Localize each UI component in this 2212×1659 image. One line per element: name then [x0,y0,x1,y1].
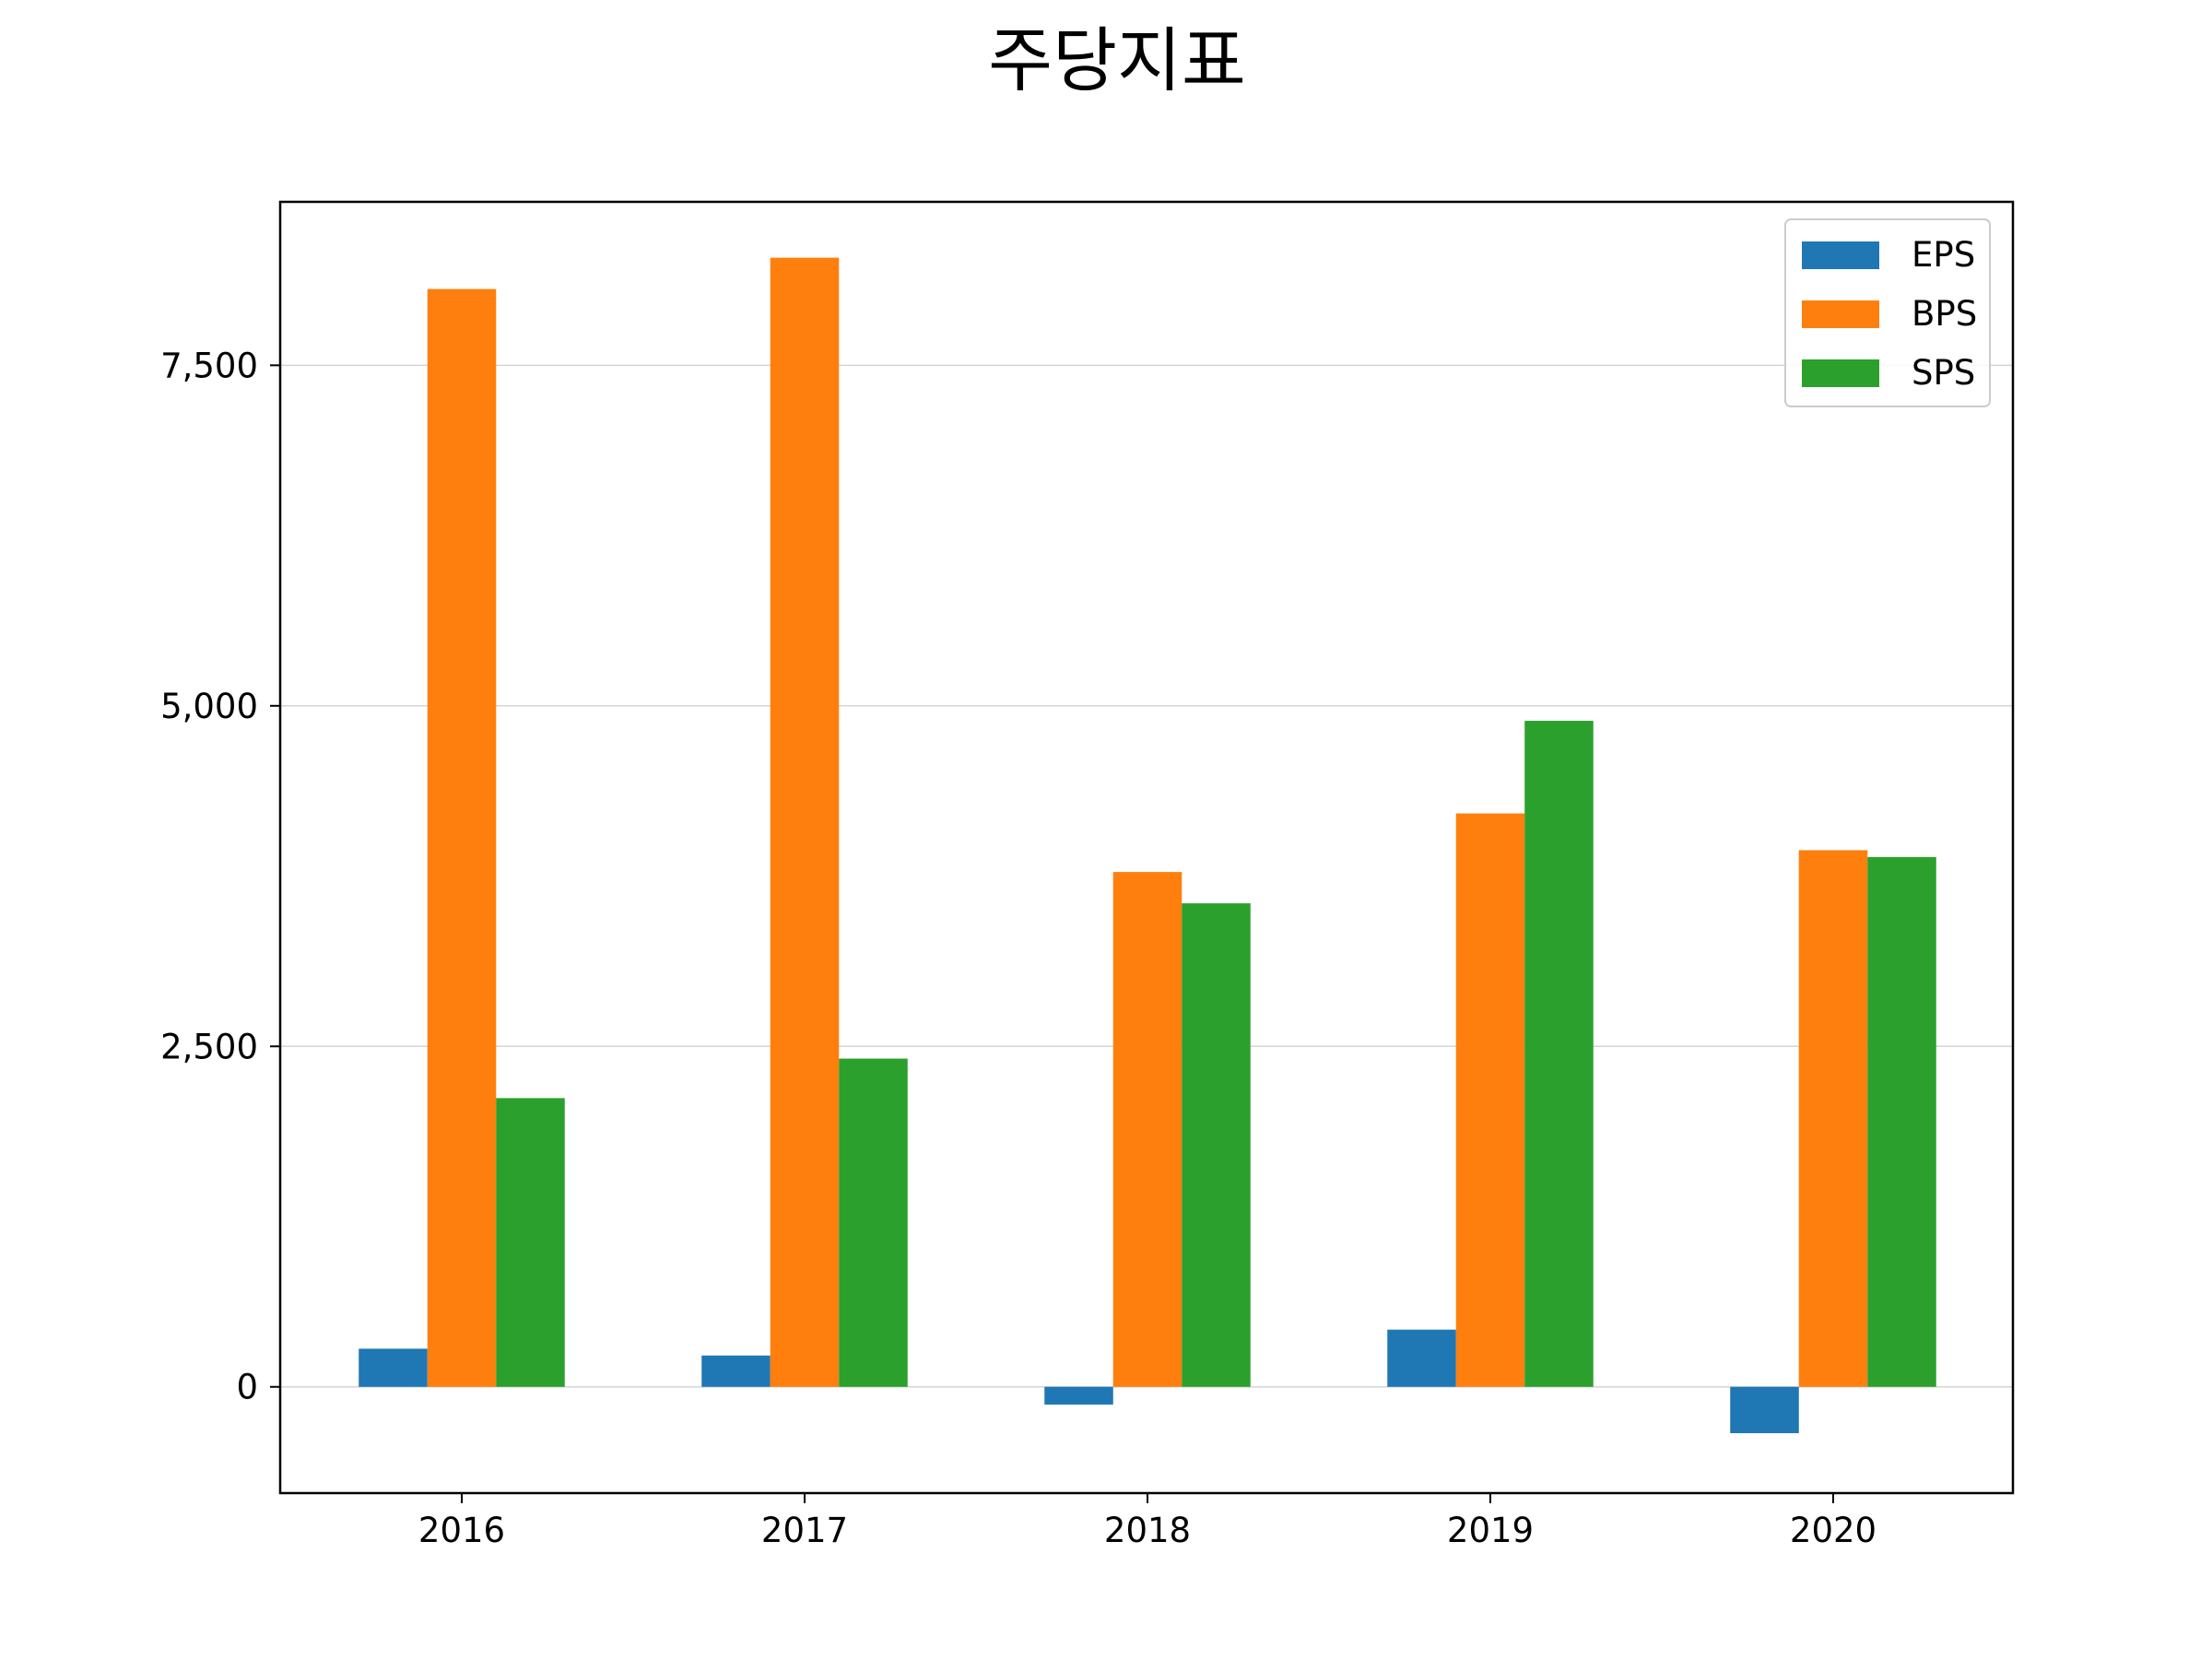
x-tick-label-2017: 2017 [761,1511,848,1550]
axes: 0 2,500 5,000 7,500 2016 2017 2018 2019 2020 [160,346,1877,1550]
bar-sps-2020 [1867,856,1936,1387]
legend: EPS BPS SPS [1784,218,1991,407]
bar-eps-2019 [1387,1329,1456,1387]
bars [359,257,1936,1433]
bar-eps-2018 [1044,1386,1113,1405]
x-tick-label-2019: 2019 [1447,1511,1534,1550]
x-tick-label-2018: 2018 [1104,1511,1191,1550]
bar-bps-2016 [427,288,497,1387]
y-tick-label-3: 7,500 [160,346,258,385]
bar-bps-2018 [1112,872,1182,1387]
legend-swatch-eps [1802,241,1879,269]
gridlines [280,364,2013,1388]
bar-sps-2016 [496,1098,565,1387]
legend-swatch-bps [1802,300,1879,328]
x-tick-label-2020: 2020 [1790,1511,1877,1550]
x-tick-label-2016: 2016 [418,1511,505,1550]
bar-bps-2017 [770,257,840,1387]
bar-sps-2018 [1182,903,1251,1387]
bar-bps-2020 [1798,850,1868,1387]
bar-bps-2019 [1455,813,1525,1387]
bar-sps-2019 [1524,721,1594,1387]
legend-label-sps: SPS [1912,353,1975,393]
legend-label-eps: EPS [1912,235,1975,275]
chart-title: 주당지표 [988,19,1246,101]
bar-eps-2020 [1730,1386,1799,1433]
bar-eps-2016 [359,1348,428,1387]
y-tick-label-2: 5,000 [160,687,258,726]
y-tick-label-1: 2,500 [160,1027,258,1066]
legend-label-bps: BPS [1912,294,1977,334]
y-tick-label-0: 0 [236,1368,258,1407]
bar-eps-2017 [701,1355,771,1387]
bar-sps-2017 [839,1058,908,1387]
legend-swatch-sps [1802,359,1879,387]
